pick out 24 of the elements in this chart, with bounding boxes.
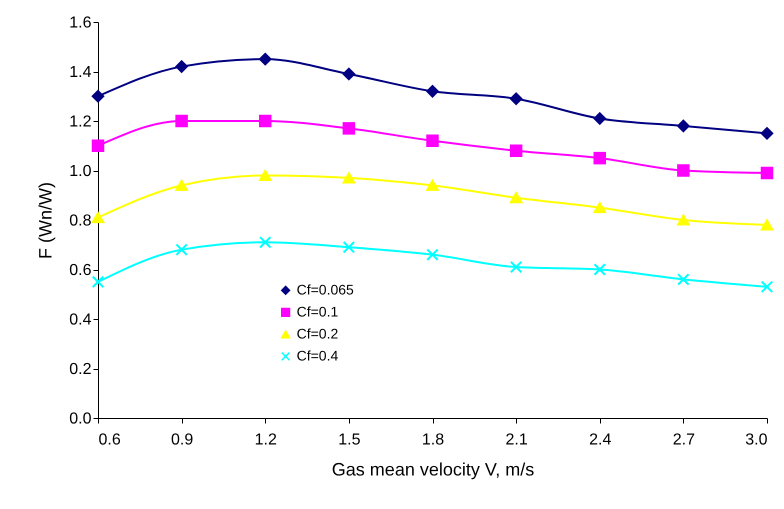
y-tick-label: 1.6 — [69, 14, 92, 32]
x-tick-label: 0.6 — [98, 432, 121, 448]
y-tick-label: 0.4 — [69, 312, 92, 328]
legend-label: Cf=0.1 — [296, 303, 338, 320]
x-tick-label: 2.4 — [589, 432, 612, 448]
y-tick-label: 1.2 — [69, 114, 92, 130]
legend-label: Cf=0.2 — [296, 325, 338, 342]
x-tick-label: 2.7 — [672, 432, 696, 448]
y-axis-title: F (Wn/W) — [35, 182, 56, 259]
y-tick-label: 1.0 — [69, 163, 92, 180]
x-tick-label: 0.9 — [171, 432, 194, 448]
legend-label: Cf=0.065 — [296, 281, 354, 298]
y-tick-label: 0.8 — [69, 212, 92, 230]
x-axis-title: Gas mean velocity V, m/s — [332, 460, 534, 480]
x-tick-label: 1.5 — [338, 432, 361, 448]
y-tick-label: 0.2 — [69, 361, 92, 378]
legend-label: Cf=0.4 — [296, 347, 338, 364]
x-tick-label: 1.8 — [422, 432, 444, 448]
y-tick-label: 1.4 — [69, 64, 92, 81]
x-tick-label: 3.0 — [745, 432, 768, 448]
y-tick-label: 0.0 — [69, 410, 92, 428]
x-tick-label: 2.1 — [506, 432, 528, 448]
y-tick-label: 0.6 — [69, 262, 92, 279]
x-tick-label: 1.2 — [254, 432, 277, 448]
